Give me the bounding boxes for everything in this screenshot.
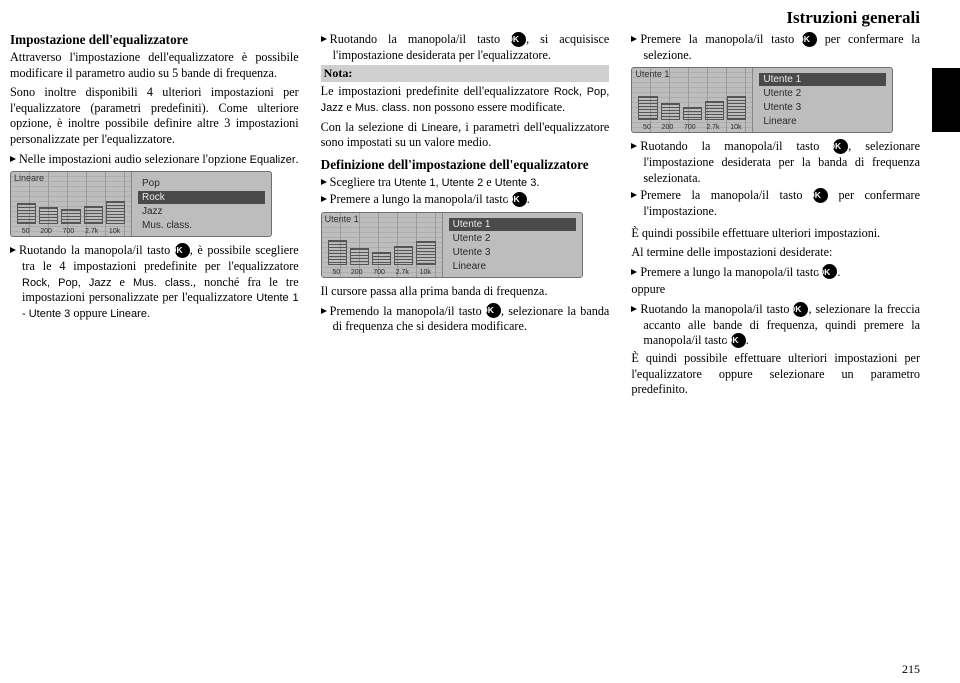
bullet-icon <box>631 269 637 275</box>
column-container: Impostazione dell'equalizzatore Attraver… <box>10 32 920 660</box>
lcd3-xlabels: 502007002.7k10k <box>632 124 752 131</box>
col1-heading: Impostazione dell'equalizzatore <box>10 32 299 48</box>
lcd1-item-2: Jazz <box>138 205 265 218</box>
ok-icon: OK <box>822 264 837 279</box>
lcd2-item-0: Utente 1 <box>449 218 576 231</box>
ok-icon: OK <box>512 192 527 207</box>
col1-p2: Sono inoltre disponibili 4 ulteriori imp… <box>10 85 299 147</box>
lcd1-xlabels: 502007002.7k10k <box>11 228 131 235</box>
lcd2-item-1: Utente 2 <box>449 232 576 245</box>
bullet-icon <box>10 247 16 253</box>
col1-bullet-2: Ruotando la manopola/il tasto OK, è poss… <box>10 243 299 321</box>
nota-label: Nota: <box>321 65 610 82</box>
column-2: Ruotando la manopola/il tasto OK, si acq… <box>321 32 610 660</box>
lcd1-barset <box>17 186 125 224</box>
ok-icon: OK <box>731 333 746 348</box>
bullet-icon <box>631 143 637 149</box>
ok-icon: OK <box>175 243 190 258</box>
ok-icon: OK <box>833 139 848 154</box>
page-edge-tab <box>932 68 960 132</box>
lcd3-menu: Utente 1 Utente 2 Utente 3 Lineare <box>753 68 892 132</box>
bullet-icon <box>10 156 16 162</box>
lcd1-item-0: Pop <box>138 177 265 190</box>
bullet-icon <box>321 308 327 314</box>
lcd3-item-0: Utente 1 <box>759 73 886 86</box>
lcd2-xlabels: 502007002.7k10k <box>322 269 442 276</box>
column-3: Premere la manopola/il tasto OK per conf… <box>631 32 920 660</box>
col2-nota-p1: Le impostazioni predefinite dell'equaliz… <box>321 84 610 115</box>
lcd3-item-3: Lineare <box>759 115 886 128</box>
lcd3-topleft: Utente 1 <box>635 69 669 79</box>
bullet-icon <box>631 192 637 198</box>
col3-bullet-1: Premere la manopola/il tasto OK per conf… <box>631 32 920 63</box>
lcd2-item-3: Lineare <box>449 260 576 273</box>
col2-heading: Definizione dell'impostazione dell'equal… <box>321 157 610 173</box>
ok-icon: OK <box>486 303 501 318</box>
col3-bullet-5: Ruotando la manopola/il tasto OK, selezi… <box>631 302 920 349</box>
col3-bullet-3: Premere la manopola/il tasto OK per conf… <box>631 188 920 219</box>
lcd3-barset <box>638 82 746 120</box>
lcd1-bars: Lineare 502007002.7k10k <box>11 172 132 236</box>
col3-bullet-2: Ruotando la manopola/il tasto OK, selezi… <box>631 139 920 186</box>
lcd2-topleft: Utente 1 <box>325 214 359 224</box>
lcd2-barset <box>328 227 436 265</box>
col2-bullet-1: Ruotando la manopola/il tasto OK, si acq… <box>321 32 610 63</box>
lcd3-item-2: Utente 3 <box>759 101 886 114</box>
col3-oppure: oppure <box>631 282 920 298</box>
col2-bullet-3: Premere a lungo la manopola/il tasto OK. <box>321 192 610 208</box>
bullet-icon <box>321 36 327 42</box>
lcd2-menu: Utente 1 Utente 2 Utente 3 Lineare <box>443 213 582 277</box>
col3-p3: È quindi possibile effettuare ulteriori … <box>631 351 920 398</box>
col1-bullet-1: Nelle impostazioni audio selezionare l'o… <box>10 152 299 168</box>
lcd2-bars: Utente 1 502007002.7k10k <box>322 213 443 277</box>
chapter-title: Istruzioni generali <box>10 8 920 28</box>
lcd1-menu: Pop Rock Jazz Mus. class. <box>132 172 271 236</box>
column-1: Impostazione dell'equalizzatore Attraver… <box>10 32 299 660</box>
page-number: 215 <box>10 662 920 677</box>
lcd1-item-1: Rock <box>138 191 265 204</box>
bullet-icon <box>321 179 327 185</box>
ok-icon: OK <box>793 302 808 317</box>
col3-p2: Al termine delle impostazioni desiderate… <box>631 245 920 261</box>
lcd-eq-user: Utente 1 502007002.7k10k Utente 1 Utente <box>321 212 583 278</box>
col1-p1: Attraverso l'impostazione dell'equalizza… <box>10 50 299 81</box>
ok-icon: OK <box>802 32 817 47</box>
lcd3-item-1: Utente 2 <box>759 87 886 100</box>
ok-icon: OK <box>813 188 828 203</box>
lcd3-bars: Utente 1 502007002.7k10k <box>632 68 753 132</box>
bullet-icon <box>321 196 327 202</box>
col3-bullet-4: Premere a lungo la manopola/il tasto OK. <box>631 265 920 281</box>
page: Istruzioni generali Impostazione dell'eq… <box>0 0 960 683</box>
bullet-icon <box>631 306 637 312</box>
lcd1-topleft: Lineare <box>14 173 44 183</box>
col2-bullet-4: Premendo la manopola/il tasto OK, selezi… <box>321 304 610 335</box>
col2-p3: Il cursore passa alla prima banda di fre… <box>321 284 610 300</box>
col2-bullet-2: Scegliere tra Utente 1, Utente 2 e Utent… <box>321 175 610 191</box>
lcd-eq-presets: Lineare 502007002.7k10k Pop Rock <box>10 171 272 237</box>
bullet-icon <box>631 36 637 42</box>
lcd1-item-3: Mus. class. <box>138 219 265 232</box>
col3-p1: È quindi possibile effettuare ulteriori … <box>631 226 920 242</box>
ok-icon: OK <box>511 32 526 47</box>
col2-nota-p2: Con la selezione di Lineare, i parametri… <box>321 120 610 151</box>
lcd-eq-user-2: Utente 1 502007002.7k10k Utente 1 Utente <box>631 67 893 133</box>
lcd2-item-2: Utente 3 <box>449 246 576 259</box>
